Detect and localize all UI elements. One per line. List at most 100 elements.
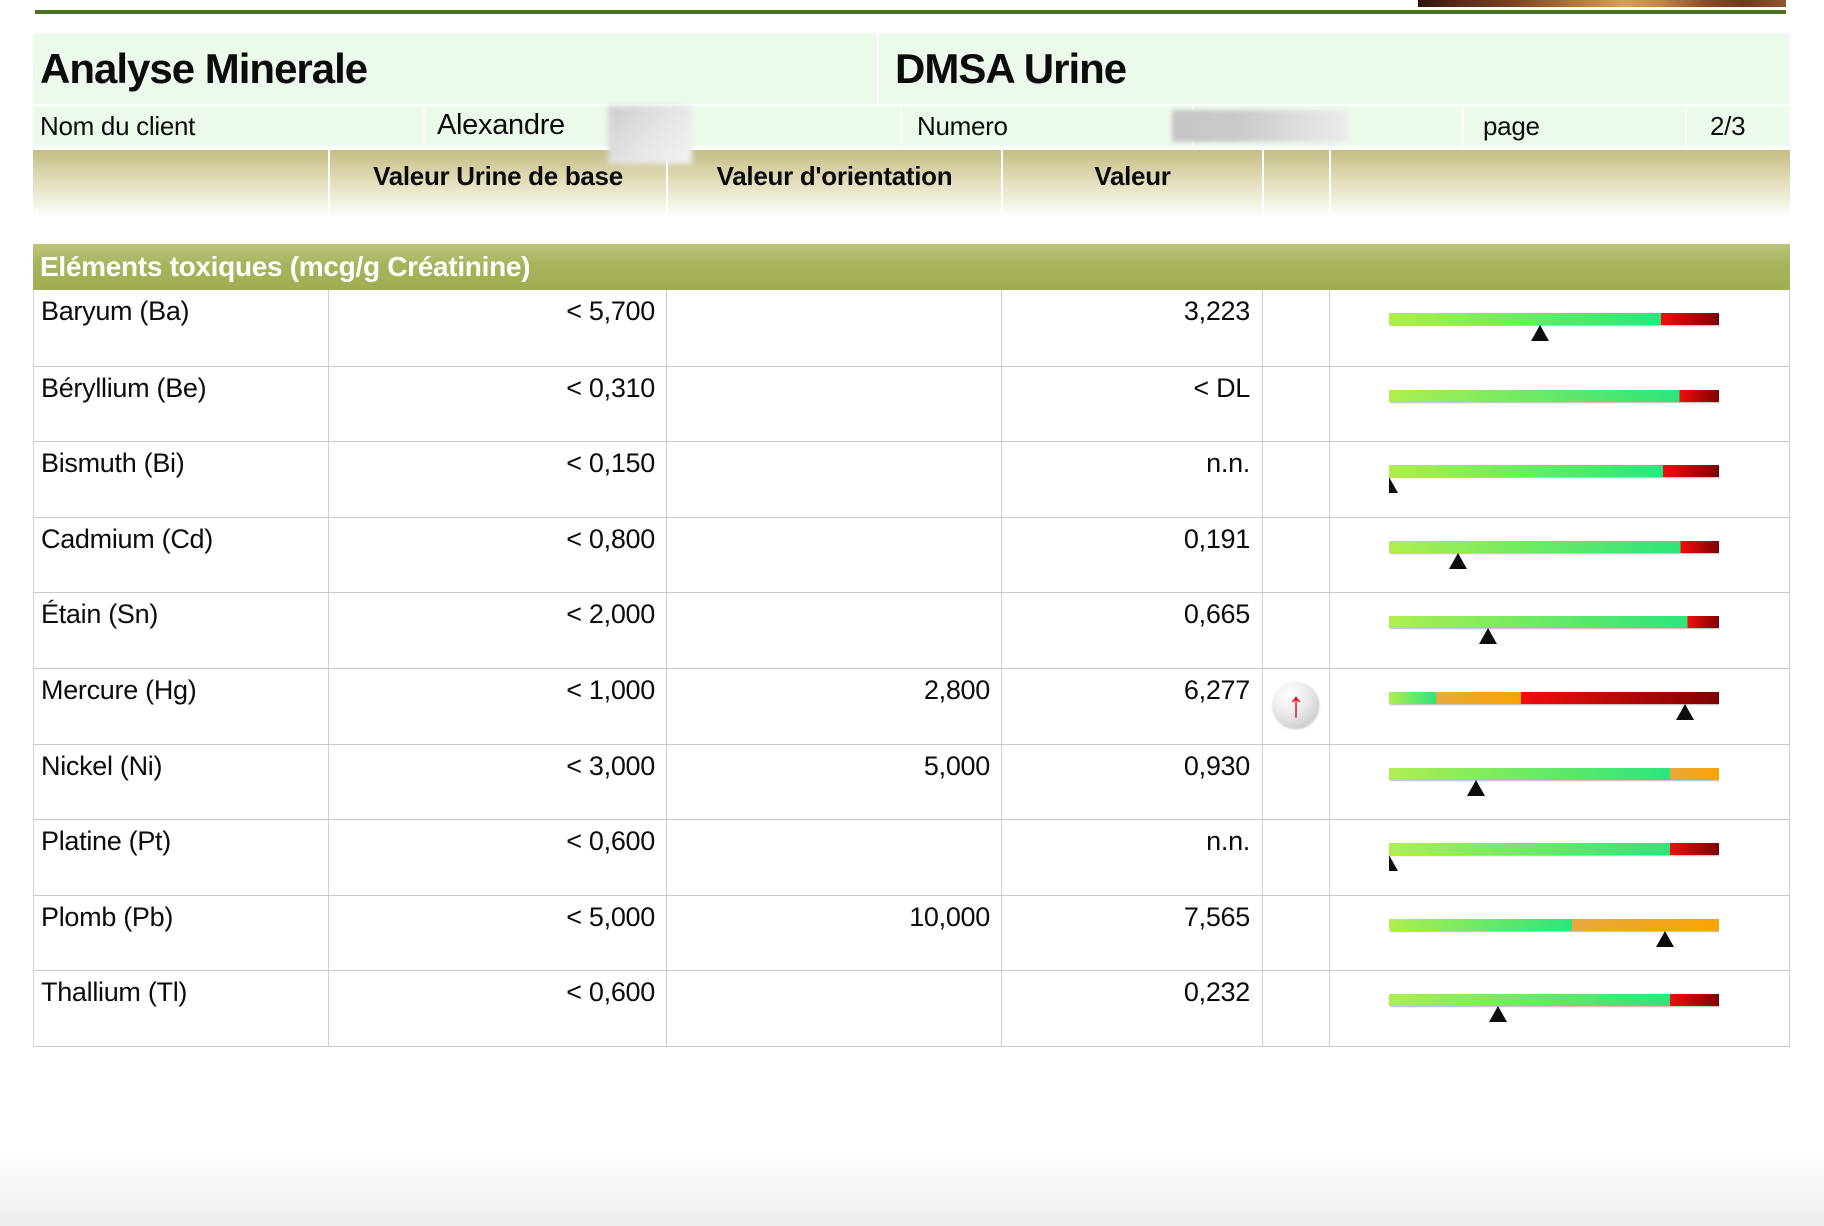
base-value: < 1,000 — [329, 668, 667, 744]
section-header: Eléments toxiques (mcg/g Créatinine) — [33, 244, 1790, 290]
base-value: < 0,310 — [329, 366, 667, 442]
table-row: Cadmium (Cd) < 0,800 0,191 ↑ — [33, 516, 1790, 593]
element-name: Bismuth (Bi) — [34, 442, 329, 517]
range-bar — [1389, 540, 1719, 553]
result-value: 0,930 — [1002, 744, 1263, 820]
range-bar-wrap — [1389, 994, 1719, 1038]
range-bar — [1389, 465, 1719, 478]
orientation-value: 2,800 — [667, 668, 1002, 744]
range-bar-wrap — [1389, 691, 1719, 736]
bar-cell — [1330, 745, 1789, 820]
base-value: < 3,000 — [329, 744, 667, 820]
table-row: Béryllium (Be) < 0,310 < DL ↑ — [33, 365, 1790, 442]
orientation-value — [667, 366, 1002, 442]
result-marker — [1676, 703, 1694, 720]
result-value: 0,232 — [1002, 971, 1263, 1046]
element-name: Cadmium (Cd) — [34, 517, 329, 593]
base-value: < 0,800 — [329, 517, 667, 593]
base-value: < 0,150 — [329, 442, 667, 517]
client-label: Nom du client — [40, 111, 196, 141]
table-row: Baryum (Ba) < 5,700 3,223 ↑ — [33, 290, 1790, 366]
element-name: Étain (Sn) — [34, 593, 329, 668]
photo-strip — [1418, 0, 1786, 7]
range-bar — [1389, 767, 1719, 780]
flag-cell: ↑ — [1263, 290, 1330, 366]
bar-cell — [1330, 518, 1789, 593]
range-bar — [1389, 616, 1719, 629]
base-value: < 0,600 — [329, 820, 667, 895]
flag-cell: ↑ — [1263, 820, 1330, 895]
bar-cell — [1330, 820, 1789, 895]
range-bar — [1389, 843, 1719, 856]
range-bar-wrap — [1389, 616, 1719, 660]
flag-cell: ↑ — [1263, 517, 1330, 593]
range-bar-wrap — [1389, 918, 1719, 963]
bar-cell — [1330, 669, 1789, 744]
result-value: 0,191 — [1002, 517, 1263, 593]
result-value: n.n. — [1002, 820, 1263, 895]
result-marker — [1489, 1006, 1507, 1023]
result-value: 0,665 — [1002, 593, 1263, 668]
element-name: Mercure (Hg) — [34, 668, 329, 744]
orientation-value — [667, 820, 1002, 895]
table-row: Thallium (Tl) < 0,600 0,232 ↑ — [33, 970, 1790, 1046]
bar-cell — [1330, 367, 1789, 442]
bar-cell — [1330, 971, 1789, 1046]
orientation-value: 10,000 — [667, 895, 1002, 971]
orientation-value — [667, 442, 1002, 517]
range-bar — [1389, 389, 1719, 402]
page-label: page — [1462, 106, 1685, 146]
result-marker — [1656, 930, 1674, 947]
report-table: Analyse Minerale DMSA Urine Nom du clien… — [33, 33, 1790, 1047]
table-row: Nickel (Ni) < 3,000 5,000 0,930 ↑ — [33, 743, 1790, 820]
flag-cell: ↑ — [1263, 971, 1330, 1046]
result-marker — [1449, 552, 1467, 569]
high-indicator: ↑ — [1273, 681, 1319, 728]
element-name: Baryum (Ba) — [34, 290, 329, 366]
orientation-value — [667, 593, 1002, 668]
orientation-value: 5,000 — [667, 744, 1002, 820]
base-value: < 0,600 — [329, 971, 667, 1046]
result-value: 7,565 — [1002, 895, 1263, 971]
range-bar-wrap — [1389, 767, 1719, 812]
column-header-row: Valeur Urine de base Valeur d'orientatio… — [33, 150, 1790, 244]
element-name: Nickel (Ni) — [34, 744, 329, 820]
result-marker — [1389, 855, 1398, 872]
result-value: 3,223 — [1002, 290, 1263, 366]
client-info-row: Nom du client Alexandre Numero page 2/3 — [33, 104, 1790, 146]
column-header-element — [33, 150, 328, 244]
result-marker — [1531, 325, 1549, 341]
toxic-elements-rows: Baryum (Ba) < 5,700 3,223 ↑ Béryllium (B… — [33, 290, 1790, 1047]
element-name: Thallium (Tl) — [34, 971, 329, 1046]
column-header-orientation: Valeur d'orientation — [666, 150, 1001, 244]
range-bar-wrap — [1389, 389, 1719, 434]
orientation-value — [667, 971, 1002, 1046]
result-marker — [1389, 477, 1398, 494]
flag-cell: ↑ — [1263, 895, 1330, 971]
column-header-valeur: Valeur — [1001, 150, 1262, 244]
flag-cell: ↑ — [1263, 366, 1330, 442]
base-value: < 5,000 — [329, 895, 667, 971]
scan-shade — [0, 1150, 1824, 1226]
range-bar-wrap — [1389, 540, 1719, 585]
table-row: Plomb (Pb) < 5,000 10,000 7,565 ↑ — [33, 894, 1790, 971]
bar-cell — [1330, 290, 1789, 366]
range-bar — [1389, 918, 1719, 931]
element-name: Béryllium (Be) — [34, 366, 329, 442]
column-header-bar — [1329, 150, 1790, 244]
result-value: < DL — [1002, 366, 1263, 442]
page-number: 2/3 — [1685, 106, 1790, 146]
result-value: n.n. — [1002, 442, 1263, 517]
flag-cell: ↑ — [1263, 442, 1330, 517]
element-name: Plomb (Pb) — [34, 895, 329, 971]
range-bar-wrap — [1389, 843, 1719, 887]
flag-cell: ↑ — [1263, 593, 1330, 668]
element-name: Platine (Pt) — [34, 820, 329, 895]
numero-label: Numero — [900, 106, 1192, 146]
bar-cell — [1330, 442, 1789, 517]
page-title: Analyse Minerale — [40, 45, 368, 92]
column-header-flag — [1262, 150, 1329, 244]
result-value: 6,277 — [1002, 668, 1263, 744]
result-marker — [1479, 628, 1497, 645]
